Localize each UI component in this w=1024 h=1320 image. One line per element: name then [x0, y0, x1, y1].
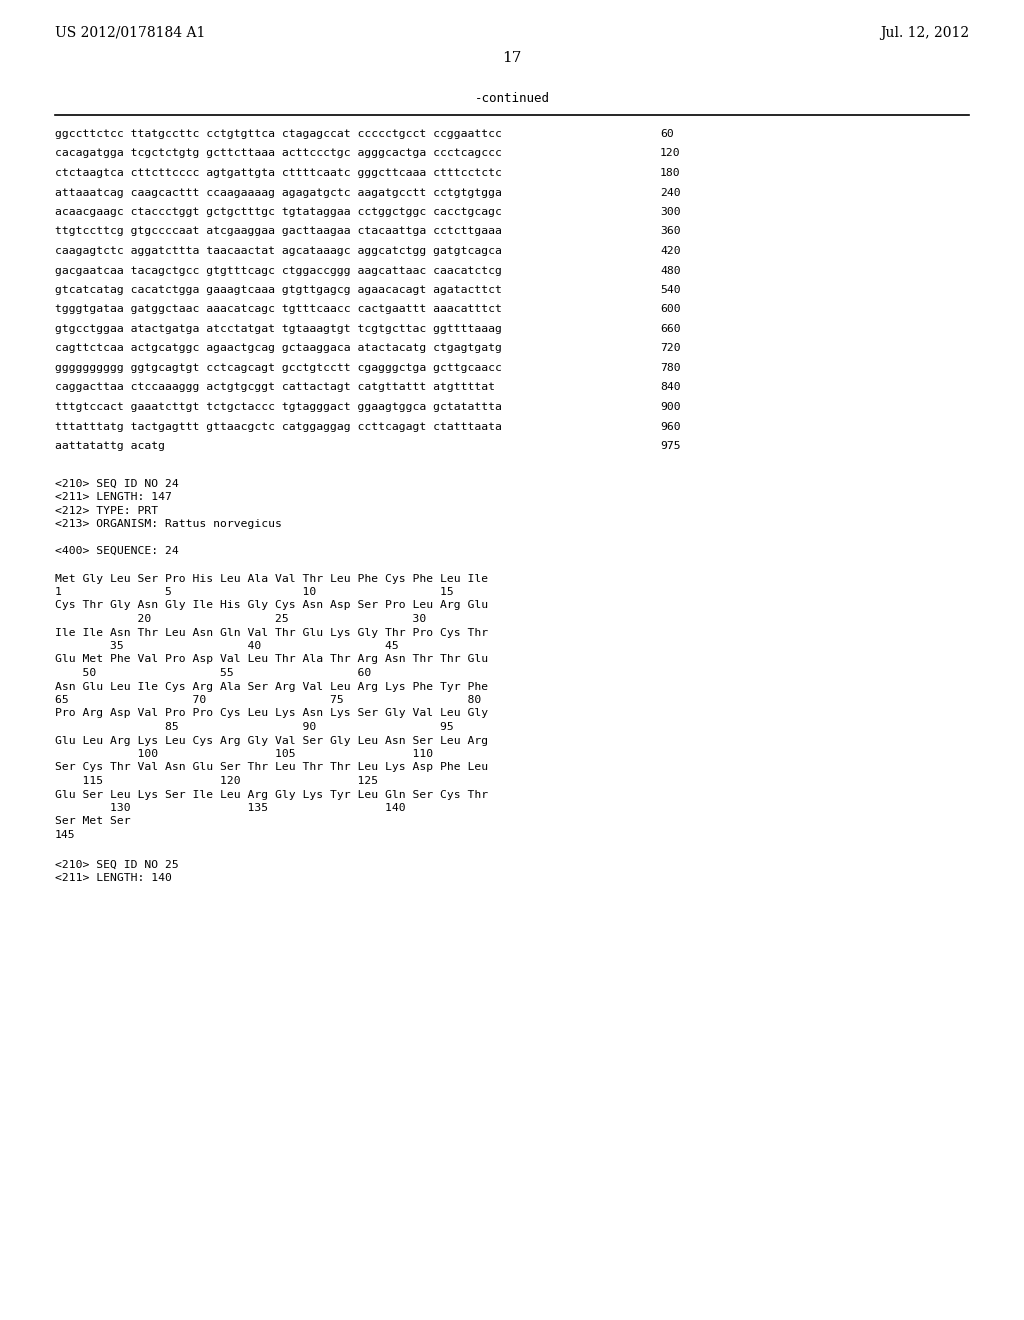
Text: <213> ORGANISM: Rattus norvegicus: <213> ORGANISM: Rattus norvegicus	[55, 519, 282, 529]
Text: Asn Glu Leu Ile Cys Arg Ala Ser Arg Val Leu Arg Lys Phe Tyr Phe: Asn Glu Leu Ile Cys Arg Ala Ser Arg Val …	[55, 681, 488, 692]
Text: <211> LENGTH: 147: <211> LENGTH: 147	[55, 492, 172, 502]
Text: tttatttatg tactgagttt gttaacgctc catggaggag ccttcagagt ctatttaata: tttatttatg tactgagttt gttaacgctc catggag…	[55, 421, 502, 432]
Text: Met Gly Leu Ser Pro His Leu Ala Val Thr Leu Phe Cys Phe Leu Ile: Met Gly Leu Ser Pro His Leu Ala Val Thr …	[55, 573, 488, 583]
Text: cagttctcaa actgcatggc agaactgcag gctaaggaca atactacatg ctgagtgatg: cagttctcaa actgcatggc agaactgcag gctaagg…	[55, 343, 502, 354]
Text: ggccttctcc ttatgccttc cctgtgttca ctagagccat ccccctgcct ccggaattcc: ggccttctcc ttatgccttc cctgtgttca ctagagc…	[55, 129, 502, 139]
Text: 50                  55                  60: 50 55 60	[55, 668, 372, 678]
Text: gacgaatcaa tacagctgcc gtgtttcagc ctggaccggg aagcattaac caacatctcg: gacgaatcaa tacagctgcc gtgtttcagc ctggacc…	[55, 265, 502, 276]
Text: caggacttaa ctccaaaggg actgtgcggt cattactagt catgttattt atgttttat: caggacttaa ctccaaaggg actgtgcggt cattact…	[55, 383, 495, 392]
Text: 85                  90                  95: 85 90 95	[55, 722, 454, 733]
Text: 35                  40                  45: 35 40 45	[55, 642, 398, 651]
Text: 130                 135                 140: 130 135 140	[55, 803, 406, 813]
Text: 65                  70                  75                  80: 65 70 75 80	[55, 696, 481, 705]
Text: 1               5                   10                  15: 1 5 10 15	[55, 587, 454, 597]
Text: acaacgaagc ctaccctggt gctgctttgc tgtataggaa cctggctggc cacctgcagc: acaacgaagc ctaccctggt gctgctttgc tgtatag…	[55, 207, 502, 216]
Text: aattatattg acatg: aattatattg acatg	[55, 441, 165, 451]
Text: attaaatcag caagcacttt ccaagaaaag agagatgctc aagatgcctt cctgtgtgga: attaaatcag caagcacttt ccaagaaaag agagatg…	[55, 187, 502, 198]
Text: tgggtgataa gatggctaac aaacatcagc tgtttcaacc cactgaattt aaacatttct: tgggtgataa gatggctaac aaacatcagc tgtttca…	[55, 305, 502, 314]
Text: 480: 480	[660, 265, 681, 276]
Text: 360: 360	[660, 227, 681, 236]
Text: 115                 120                 125: 115 120 125	[55, 776, 378, 785]
Text: Pro Arg Asp Val Pro Pro Cys Leu Lys Asn Lys Ser Gly Val Leu Gly: Pro Arg Asp Val Pro Pro Cys Leu Lys Asn …	[55, 709, 488, 718]
Text: 20                  25                  30: 20 25 30	[55, 614, 426, 624]
Text: cacagatgga tcgctctgtg gcttcttaaa acttccctgc agggcactga ccctcagccc: cacagatgga tcgctctgtg gcttcttaaa acttccc…	[55, 149, 502, 158]
Text: Cys Thr Gly Asn Gly Ile His Gly Cys Asn Asp Ser Pro Leu Arg Glu: Cys Thr Gly Asn Gly Ile His Gly Cys Asn …	[55, 601, 488, 610]
Text: gggggggggg ggtgcagtgt cctcagcagt gcctgtcctt cgagggctga gcttgcaacc: gggggggggg ggtgcagtgt cctcagcagt gcctgtc…	[55, 363, 502, 374]
Text: -continued: -continued	[474, 92, 550, 106]
Text: Jul. 12, 2012: Jul. 12, 2012	[880, 26, 969, 40]
Text: 17: 17	[503, 51, 521, 65]
Text: gtcatcatag cacatctgga gaaagtcaaa gtgttgagcg agaacacagt agatacttct: gtcatcatag cacatctgga gaaagtcaaa gtgttga…	[55, 285, 502, 294]
Text: 300: 300	[660, 207, 681, 216]
Text: <211> LENGTH: 140: <211> LENGTH: 140	[55, 873, 172, 883]
Text: 240: 240	[660, 187, 681, 198]
Text: ctctaagtca cttcttcccc agtgattgta cttttcaatc gggcttcaaa ctttcctctc: ctctaagtca cttcttcccc agtgattgta cttttca…	[55, 168, 502, 178]
Text: tttgtccact gaaatcttgt tctgctaccc tgtagggact ggaagtggca gctatattta: tttgtccact gaaatcttgt tctgctaccc tgtaggg…	[55, 403, 502, 412]
Text: Glu Leu Arg Lys Leu Cys Arg Gly Val Ser Gly Leu Asn Ser Leu Arg: Glu Leu Arg Lys Leu Cys Arg Gly Val Ser …	[55, 735, 488, 746]
Text: 780: 780	[660, 363, 681, 374]
Text: 540: 540	[660, 285, 681, 294]
Text: <210> SEQ ID NO 25: <210> SEQ ID NO 25	[55, 859, 179, 870]
Text: 900: 900	[660, 403, 681, 412]
Text: Ser Cys Thr Val Asn Glu Ser Thr Leu Thr Thr Leu Lys Asp Phe Leu: Ser Cys Thr Val Asn Glu Ser Thr Leu Thr …	[55, 763, 488, 772]
Text: <210> SEQ ID NO 24: <210> SEQ ID NO 24	[55, 479, 179, 488]
Text: 840: 840	[660, 383, 681, 392]
Text: <212> TYPE: PRT: <212> TYPE: PRT	[55, 506, 158, 516]
Text: Glu Ser Leu Lys Ser Ile Leu Arg Gly Lys Tyr Leu Gln Ser Cys Thr: Glu Ser Leu Lys Ser Ile Leu Arg Gly Lys …	[55, 789, 488, 800]
Text: Ile Ile Asn Thr Leu Asn Gln Val Thr Glu Lys Gly Thr Pro Cys Thr: Ile Ile Asn Thr Leu Asn Gln Val Thr Glu …	[55, 627, 488, 638]
Text: 180: 180	[660, 168, 681, 178]
Text: gtgcctggaa atactgatga atcctatgat tgtaaagtgt tcgtgcttac ggttttaaag: gtgcctggaa atactgatga atcctatgat tgtaaag…	[55, 323, 502, 334]
Text: 960: 960	[660, 421, 681, 432]
Text: 975: 975	[660, 441, 681, 451]
Text: caagagtctc aggatcttta taacaactat agcataaagc aggcatctgg gatgtcagca: caagagtctc aggatcttta taacaactat agcataa…	[55, 246, 502, 256]
Text: 100                 105                 110: 100 105 110	[55, 748, 433, 759]
Text: Glu Met Phe Val Pro Asp Val Leu Thr Ala Thr Arg Asn Thr Thr Glu: Glu Met Phe Val Pro Asp Val Leu Thr Ala …	[55, 655, 488, 664]
Text: 720: 720	[660, 343, 681, 354]
Text: ttgtccttcg gtgccccaat atcgaaggaa gacttaagaa ctacaattga cctcttgaaa: ttgtccttcg gtgccccaat atcgaaggaa gacttaa…	[55, 227, 502, 236]
Text: 60: 60	[660, 129, 674, 139]
Text: Ser Met Ser: Ser Met Ser	[55, 817, 131, 826]
Text: US 2012/0178184 A1: US 2012/0178184 A1	[55, 26, 206, 40]
Text: 660: 660	[660, 323, 681, 334]
Text: 120: 120	[660, 149, 681, 158]
Text: 420: 420	[660, 246, 681, 256]
Text: <400> SEQUENCE: 24: <400> SEQUENCE: 24	[55, 546, 179, 556]
Text: 145: 145	[55, 830, 76, 840]
Text: 600: 600	[660, 305, 681, 314]
